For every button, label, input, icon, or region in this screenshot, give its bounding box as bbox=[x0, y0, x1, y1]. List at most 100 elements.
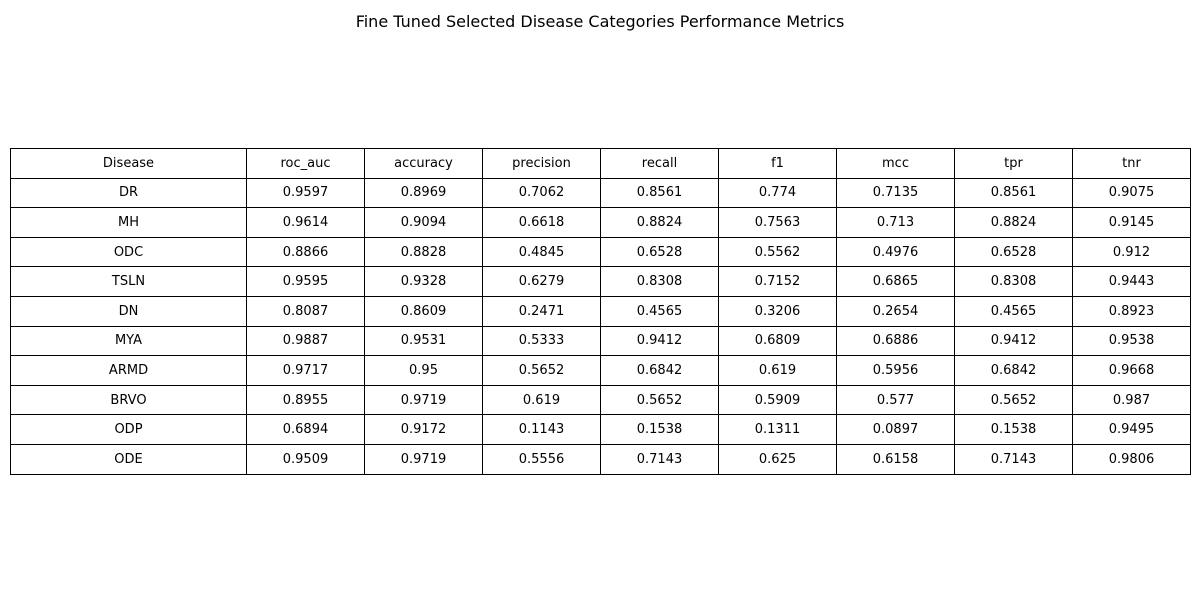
metric-cell: 0.1538 bbox=[600, 414, 719, 445]
metric-cell: 0.9412 bbox=[954, 325, 1073, 357]
metric-cell: 0.9094 bbox=[364, 207, 483, 238]
metric-cell: 0.8969 bbox=[364, 177, 483, 209]
metric-cell: 0.9719 bbox=[364, 384, 483, 416]
metric-cell: 0.5909 bbox=[718, 384, 837, 416]
metric-cell: 0.8923 bbox=[1072, 295, 1191, 327]
column-header: accuracy bbox=[364, 148, 483, 179]
column-header: mcc bbox=[836, 148, 955, 179]
column-header: recall bbox=[600, 148, 719, 179]
disease-cell: ODC bbox=[10, 236, 247, 268]
metric-cell: 0.7143 bbox=[600, 443, 719, 475]
metric-cell: 0.9614 bbox=[246, 207, 365, 238]
disease-cell: ODE bbox=[10, 443, 247, 475]
metric-cell: 0.9597 bbox=[246, 177, 365, 209]
metric-cell: 0.7062 bbox=[482, 177, 601, 209]
metric-cell: 0.713 bbox=[836, 207, 955, 238]
disease-cell: TSLN bbox=[10, 266, 247, 297]
disease-cell: BRVO bbox=[10, 384, 247, 416]
metric-cell: 0.9719 bbox=[364, 443, 483, 475]
table-header-row: Disease roc_auc accuracy precision recall f1 m… bbox=[10, 148, 1191, 179]
metric-cell: 0.912 bbox=[1072, 236, 1191, 268]
metric-cell: 0.619 bbox=[718, 355, 837, 386]
chart-title: Fine Tuned Selected Disease Categories P… bbox=[355, 12, 845, 31]
disease-cell: MYA bbox=[10, 325, 247, 357]
metric-cell: 0.9509 bbox=[246, 443, 365, 475]
metric-cell: 0.7152 bbox=[718, 266, 837, 297]
metric-cell: 0.9887 bbox=[246, 325, 365, 357]
metric-cell: 0.4976 bbox=[836, 236, 955, 268]
metric-cell: 0.5333 bbox=[482, 325, 601, 357]
table-row: DR 0.9597 0.8969 0.7062 0.8561 0.774 0.7135 0.8… bbox=[10, 177, 1191, 209]
metric-cell: 0.8955 bbox=[246, 384, 365, 416]
metric-cell: 0.1311 bbox=[718, 414, 837, 445]
metric-cell: 0.8308 bbox=[600, 266, 719, 297]
metric-cell: 0.6886 bbox=[836, 325, 955, 357]
disease-cell: DR bbox=[10, 177, 247, 209]
metric-cell: 0.8824 bbox=[600, 207, 719, 238]
metric-cell: 0.5652 bbox=[482, 355, 601, 386]
metric-cell: 0.4565 bbox=[600, 295, 719, 327]
metric-cell: 0.9495 bbox=[1072, 414, 1191, 445]
metric-cell: 0.9328 bbox=[364, 266, 483, 297]
metric-cell: 0.2654 bbox=[836, 295, 955, 327]
table-row: ODE 0.9509 0.9719 0.5556 0.7143 0.625 0.6158 0.… bbox=[10, 443, 1191, 475]
metric-cell: 0.619 bbox=[482, 384, 601, 416]
metric-cell: 0.8087 bbox=[246, 295, 365, 327]
metric-cell: 0.4565 bbox=[954, 295, 1073, 327]
metric-cell: 0.7135 bbox=[836, 177, 955, 209]
table-row: MH 0.9614 0.9094 0.6618 0.8824 0.7563 0.713 0.8… bbox=[10, 207, 1191, 238]
metric-cell: 0.6809 bbox=[718, 325, 837, 357]
metric-cell: 0.5956 bbox=[836, 355, 955, 386]
metric-cell: 0.8824 bbox=[954, 207, 1073, 238]
metric-cell: 0.2471 bbox=[482, 295, 601, 327]
metric-cell: 0.6865 bbox=[836, 266, 955, 297]
column-header: tnr bbox=[1072, 148, 1191, 179]
metric-cell: 0.9538 bbox=[1072, 325, 1191, 357]
table-row: TSLN 0.9595 0.9328 0.6279 0.8308 0.7152 0.6865… bbox=[10, 266, 1191, 297]
table-row: DN 0.8087 0.8609 0.2471 0.4565 0.3206 0.2654 0.… bbox=[10, 295, 1191, 327]
disease-cell: DN bbox=[10, 295, 247, 327]
metric-cell: 0.6842 bbox=[954, 355, 1073, 386]
metric-cell: 0.5652 bbox=[600, 384, 719, 416]
disease-cell: ODP bbox=[10, 414, 247, 445]
metric-cell: 0.5652 bbox=[954, 384, 1073, 416]
metric-cell: 0.9412 bbox=[600, 325, 719, 357]
metric-cell: 0.8828 bbox=[364, 236, 483, 268]
metric-cell: 0.4845 bbox=[482, 236, 601, 268]
metric-cell: 0.1538 bbox=[954, 414, 1073, 445]
metric-cell: 0.9668 bbox=[1072, 355, 1191, 386]
metric-cell: 0.5562 bbox=[718, 236, 837, 268]
metric-cell: 0.9595 bbox=[246, 266, 365, 297]
metric-cell: 0.0897 bbox=[836, 414, 955, 445]
metric-cell: 0.9531 bbox=[364, 325, 483, 357]
metric-cell: 0.6279 bbox=[482, 266, 601, 297]
table-row: ARMD 0.9717 0.95 0.5652 0.6842 0.619 0.5956 0.6… bbox=[10, 355, 1191, 386]
metric-cell: 0.95 bbox=[364, 355, 483, 386]
metric-cell: 0.8609 bbox=[364, 295, 483, 327]
metric-cell: 0.5556 bbox=[482, 443, 601, 475]
metrics-table: Disease roc_auc accuracy precision recall f1 m… bbox=[10, 148, 1191, 475]
metric-cell: 0.6842 bbox=[600, 355, 719, 386]
metric-cell: 0.6528 bbox=[954, 236, 1073, 268]
metric-cell: 0.9443 bbox=[1072, 266, 1191, 297]
disease-cell: MH bbox=[10, 207, 247, 238]
metric-cell: 0.8308 bbox=[954, 266, 1073, 297]
metric-cell: 0.6528 bbox=[600, 236, 719, 268]
metric-cell: 0.6158 bbox=[836, 443, 955, 475]
column-header: f1 bbox=[718, 148, 837, 179]
disease-cell: ARMD bbox=[10, 355, 247, 386]
metric-cell: 0.7143 bbox=[954, 443, 1073, 475]
metric-cell: 0.6894 bbox=[246, 414, 365, 445]
metric-cell: 0.9145 bbox=[1072, 207, 1191, 238]
table-row: BRVO 0.8955 0.9719 0.619 0.5652 0.5909 0.577 0.… bbox=[10, 384, 1191, 416]
metric-cell: 0.9806 bbox=[1072, 443, 1191, 475]
metric-cell: 0.9172 bbox=[364, 414, 483, 445]
metric-cell: 0.6618 bbox=[482, 207, 601, 238]
metric-cell: 0.987 bbox=[1072, 384, 1191, 416]
metric-cell: 0.8561 bbox=[954, 177, 1073, 209]
metric-cell: 0.7563 bbox=[718, 207, 837, 238]
table-row: MYA 0.9887 0.9531 0.5333 0.9412 0.6809 0.6886 0… bbox=[10, 325, 1191, 357]
metric-cell: 0.8866 bbox=[246, 236, 365, 268]
metric-cell: 0.9075 bbox=[1072, 177, 1191, 209]
metric-cell: 0.577 bbox=[836, 384, 955, 416]
